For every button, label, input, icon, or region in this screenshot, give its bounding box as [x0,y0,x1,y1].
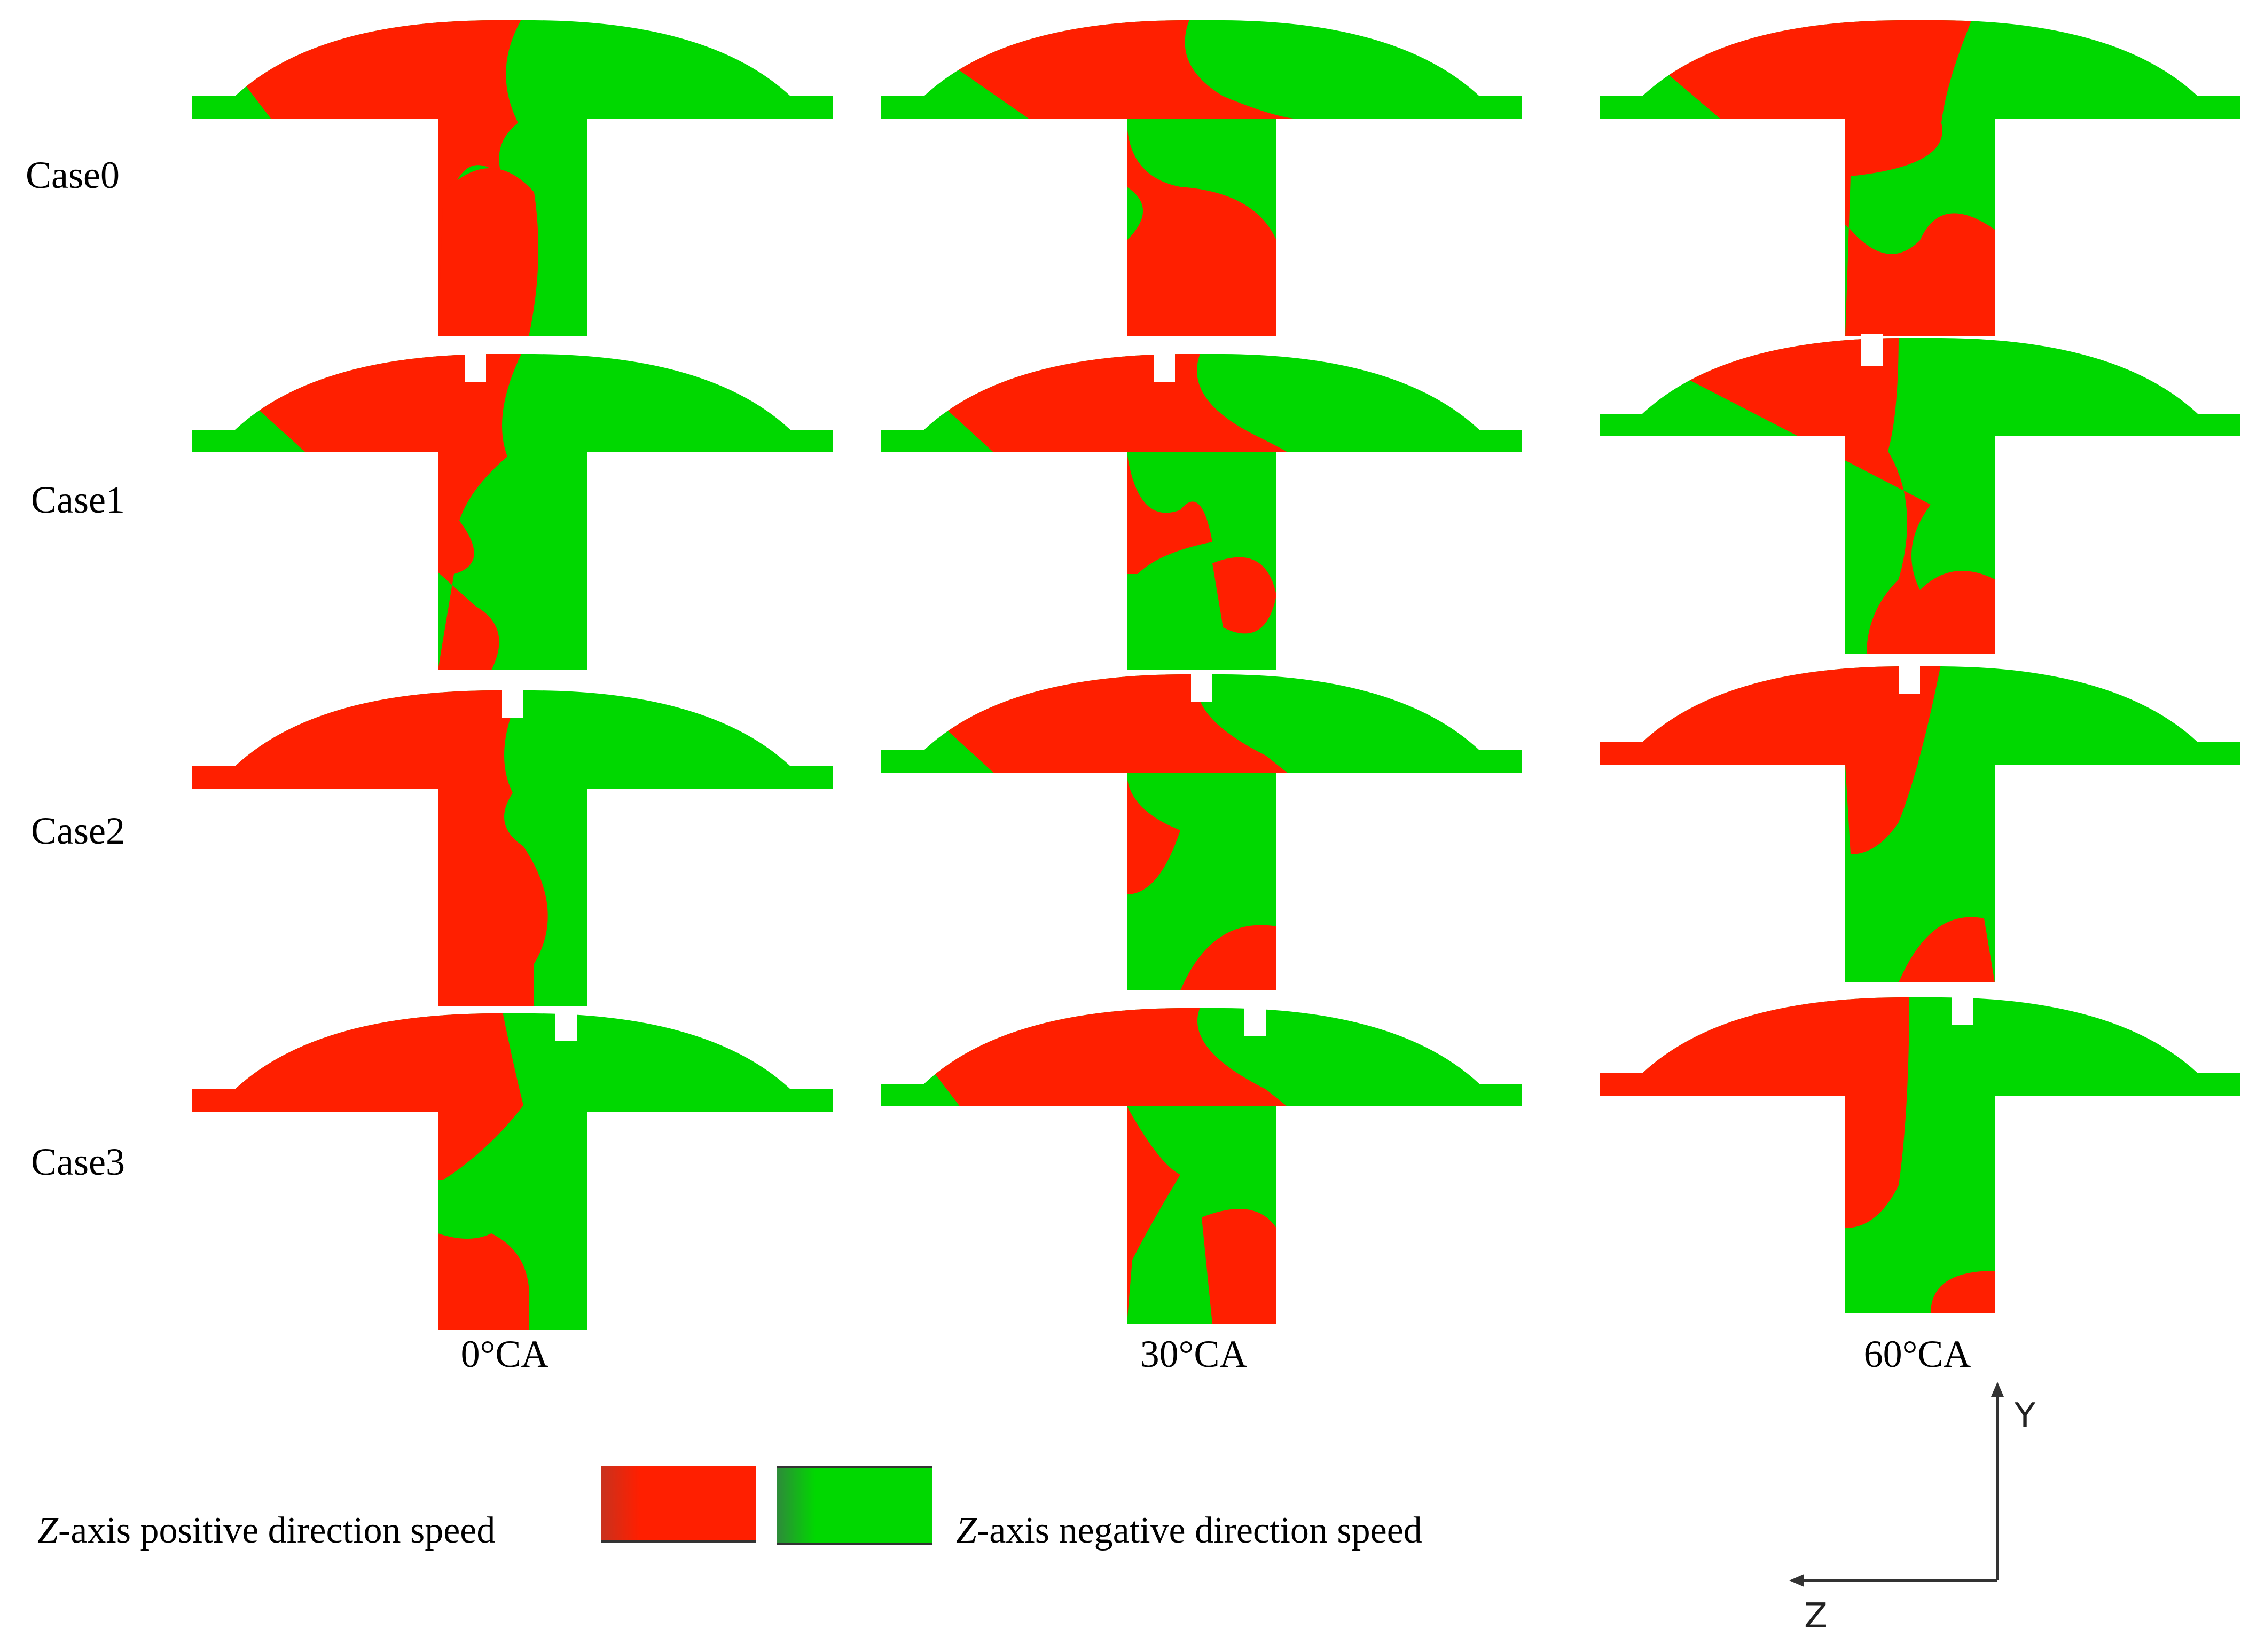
panel-case3-0ca [192,1009,833,1351]
positive-speed-region [192,1013,523,1180]
legend-positive-swatch [601,1466,756,1543]
panel-case0-0ca-field [192,20,833,336]
spark-slot [1244,1004,1266,1036]
row-label-case3: Case3 [31,1140,125,1183]
panel-case3-60ca [1600,993,2240,1335]
panel-case2-60ca [1600,662,2240,1004]
panel-case3-60ca-svg [1600,993,2240,1313]
positive-speed-region [1931,1271,1995,1313]
panel-case1-30ca-field [881,354,1522,670]
positive-speed-region [2230,20,2240,96]
column-label-60ca: 60°CA [1863,1333,1971,1375]
positive-speed-region [1212,557,1276,634]
positive-speed-region [1600,338,1995,654]
panel-case3-60ca-field [1600,997,2240,1313]
z-axis-arrow [1789,1574,1804,1587]
panel-case1-0ca-svg [192,350,833,670]
panel-case1-0ca-field [192,354,833,670]
positive-speed-region [1899,917,1995,982]
column-label-0ca: 0°CA [460,1333,549,1375]
axis-label-y: Y [2015,1396,2036,1436]
panel-case2-60ca-svg [1600,662,2240,982]
panel-case2-30ca-field [881,674,1522,990]
spark-slot [1154,350,1175,382]
legend-positive-text: -axis positive direction speed [58,1510,496,1551]
panel-case0-0ca-svg [192,20,833,336]
spark-slot [1191,670,1212,702]
positive-speed-region [881,20,1308,336]
positive-speed-region [1600,997,1909,1228]
axis-label-z: Z [1804,1596,1828,1636]
panel-case3-0ca-field [192,1013,833,1330]
positive-speed-region [438,1233,530,1330]
panel-case2-0ca [192,686,833,1028]
panel-case2-30ca-svg [881,670,1522,990]
positive-speed-region [438,168,538,336]
axes-indicator [1789,1382,2004,1587]
panel-case3-30ca-svg [881,1004,1522,1324]
spark-slot [502,686,523,718]
panel-case1-60ca-svg [1600,334,2240,654]
panel-case1-0ca [192,350,833,691]
panel-case0-30ca-field [881,20,1522,336]
legend-negative-label: Z-axis negative direction speed [956,1512,1422,1549]
panel-case0-60ca [1600,16,2240,358]
panel-case2-0ca-svg [192,686,833,1006]
panel-case3-30ca [881,1004,1522,1346]
panel-case1-30ca [881,350,1522,691]
panel-case1-60ca [1600,334,2240,675]
panel-case0-30ca-svg [881,20,1522,336]
positive-speed-region [192,690,548,1006]
positive-speed-region [1600,666,1941,854]
panel-case2-60ca-field [1600,666,2240,982]
spark-slot [555,1009,577,1041]
positive-speed-region [192,354,523,670]
row-label-case2: Case2 [31,809,125,852]
legend-positive-italic: Z [37,1510,58,1551]
panel-case3-30ca-field [881,1008,1522,1324]
panel-case0-60ca-field [1600,20,2240,336]
panel-case1-60ca-field [1600,338,2240,654]
spark-slot [465,350,486,382]
legend-negative-italic: Z [956,1510,977,1551]
spark-slot [1861,334,1883,366]
positive-speed-region [1180,925,1276,990]
legend-negative-text: -axis negative direction speed [976,1510,1422,1551]
panel-case2-30ca [881,670,1522,1012]
spark-slot [1952,993,1973,1025]
spark-slot [1899,662,1920,694]
panel-case0-60ca-svg [1600,20,2240,336]
y-axis-arrow [1991,1382,2004,1397]
panel-case2-0ca-field [192,690,833,1006]
panel-case1-30ca-svg [881,350,1522,670]
column-label-30ca: 30°CA [1140,1333,1248,1375]
panel-case0-30ca [881,16,1522,358]
positive-speed-region [1202,1209,1276,1324]
legend-positive-label: Z-axis positive direction speed [37,1512,495,1549]
row-label-case1: Case1 [31,478,125,521]
panel-case3-0ca-svg [192,1009,833,1330]
row-label-case0: Case0 [26,154,120,196]
legend-negative-swatch [777,1466,932,1545]
panel-case0-0ca [192,16,833,358]
